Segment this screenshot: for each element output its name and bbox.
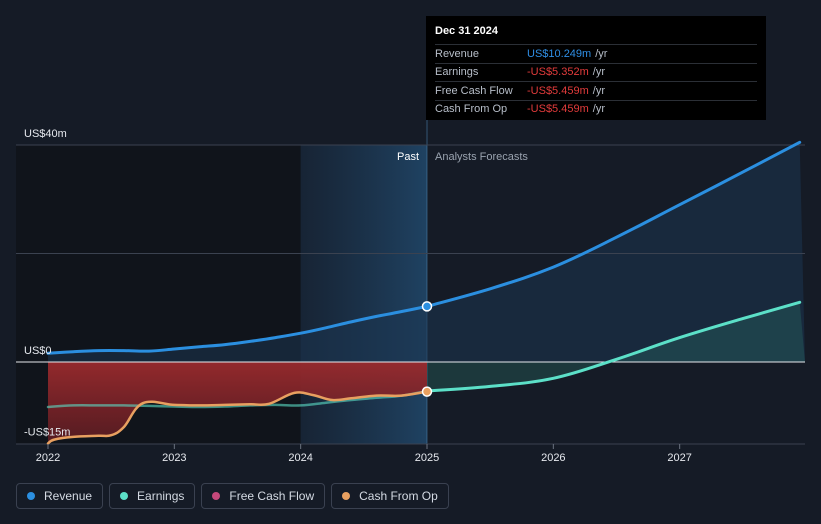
legend-item-cash-from-op[interactable]: Cash From Op [331, 483, 449, 509]
legend-dot-icon [120, 492, 129, 500]
tooltip-unit: /yr [592, 66, 605, 79]
tooltip-label: Cash From Op [435, 103, 508, 116]
tooltip-label: Earnings [435, 66, 479, 79]
marker-revenue [421, 301, 433, 312]
legend-label: Earnings [137, 489, 185, 503]
tooltip-value: US$10.249m [527, 47, 592, 60]
series-line-earnings-forecast [425, 300, 802, 393]
legend-item-revenue[interactable]: Revenue [16, 483, 104, 509]
x-tick-label: 2024 [288, 452, 312, 464]
x-tick-label: 2022 [36, 452, 60, 464]
legend-dot-icon [342, 492, 351, 500]
series-line-revenue [46, 304, 429, 355]
tooltip-date: Dec 31 2024 [435, 25, 498, 37]
series-line-earnings [46, 389, 429, 409]
series-line-cash-from-op [46, 390, 429, 445]
legend-dot-icon [212, 492, 221, 500]
forecast-label: Analysts Forecasts [435, 151, 528, 163]
tooltip-row-revenue: Revenue US$10.249m /yr [435, 44, 757, 63]
legend-label: Cash From Op [359, 489, 438, 503]
x-tick-label: 2023 [162, 452, 186, 464]
legend-label: Free Cash Flow [229, 489, 315, 503]
tooltip-unit: /yr [592, 84, 605, 97]
y-tick-label: US$40m [24, 128, 67, 140]
tooltip-value: -US$5.459m [527, 103, 589, 116]
x-tick-label: 2025 [415, 452, 439, 464]
earnings-forecast-area [427, 302, 805, 391]
tooltip-label: Revenue [435, 47, 480, 60]
y-tick-label: US$0 [24, 345, 52, 357]
x-tick-label: 2027 [667, 452, 691, 464]
negative-area [48, 362, 427, 444]
tooltip-row-earnings: Earnings -US$5.352m /yr [435, 62, 757, 82]
tooltip-value: -US$5.459m [527, 84, 589, 97]
tooltip-unit: /yr [595, 47, 608, 60]
tooltip-row-free-cash-flow: Free Cash Flow -US$5.459m /yr [435, 81, 757, 100]
tooltip-row-cash-from-op: Cash From Op -US$5.459m /yr [435, 99, 757, 119]
y-tick-label: -US$15m [24, 426, 70, 438]
legend-label: Revenue [44, 489, 93, 503]
tooltip-value: -US$5.352m [527, 66, 589, 79]
tooltip: Dec 31 2024 Revenue US$10.249m /yr Earni… [426, 16, 766, 120]
legend: Revenue Earnings Free Cash Flow Cash Fro… [16, 483, 449, 509]
revenue-area [48, 142, 805, 362]
x-tick-label: 2026 [541, 452, 565, 464]
legend-item-earnings[interactable]: Earnings [109, 483, 196, 509]
tooltip-unit: /yr [592, 103, 605, 116]
legend-item-free-cash-flow[interactable]: Free Cash Flow [201, 483, 326, 509]
past-label: Past [397, 151, 419, 163]
legend-dot-icon [27, 492, 35, 500]
tooltip-label: Free Cash Flow [435, 84, 513, 97]
marker-cash-from-op [421, 386, 433, 397]
series-line-revenue-forecast [425, 140, 802, 308]
